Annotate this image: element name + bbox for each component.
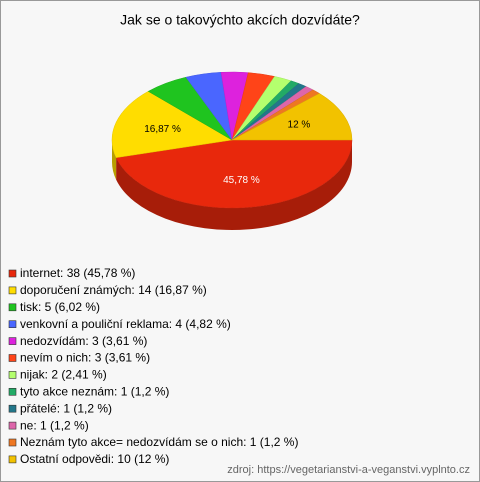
legend-label: internet: 38 (45,78 %): [20, 266, 135, 280]
legend-swatch: [8, 269, 17, 278]
legend-swatch: [8, 421, 17, 430]
legend-label: venkovní a pouliční reklama: 4 (4,82 %): [20, 317, 231, 331]
legend-swatch: [8, 387, 17, 396]
legend-label: tisk: 5 (6,02 %): [20, 300, 100, 314]
pie-slice-side: [116, 140, 352, 231]
chart-title: Jak se o takovýchto akcích dozvídáte?: [120, 12, 360, 28]
legend-label: ne: 1 (1,2 %): [20, 418, 89, 432]
legend-swatch: [8, 438, 17, 447]
legend-label: nedozvídám: 3 (3,61 %): [20, 334, 147, 348]
legend-swatch: [8, 354, 17, 362]
legend-label: přátelé: 1 (1,2 %): [20, 401, 112, 415]
legend-swatch: [8, 455, 17, 464]
slice-label: 16,87 %: [144, 124, 181, 135]
legend-swatch: [8, 371, 17, 379]
pie-slice: [111, 91, 233, 158]
legend-label: nijak: 2 (2,41 %): [20, 368, 107, 382]
legend-swatch: [8, 337, 17, 345]
legend-label: Ostatní odpovědi: 10 (12 %): [20, 452, 169, 466]
legend-swatch: [8, 404, 17, 413]
legend-label: doporučení známých: 14 (16,87 %): [20, 283, 207, 297]
legend-swatch: [8, 286, 17, 295]
legend-label: Neznám tyto akce= nedozvídám se o nich: …: [20, 435, 298, 449]
pie: 45,78 % 16,87 % 12 %: [111, 71, 353, 231]
source-note: zdroj: https://vegetarianstvi-a-veganstv…: [227, 464, 470, 476]
slice-label: 12 %: [288, 120, 311, 131]
legend: internet: 38 (45,78 %) doporučení známých…: [8, 266, 298, 466]
legend-swatch: [8, 320, 17, 329]
slice-label: 45,78 %: [223, 175, 260, 186]
legend-swatch: [8, 303, 17, 312]
legend-label: tyto akce neznám: 1 (1,2 %): [20, 384, 169, 398]
pie-slice: [231, 93, 353, 141]
legend-label: nevím o nich: 3 (3,61 %): [20, 351, 150, 365]
pie-slice: [115, 139, 353, 209]
